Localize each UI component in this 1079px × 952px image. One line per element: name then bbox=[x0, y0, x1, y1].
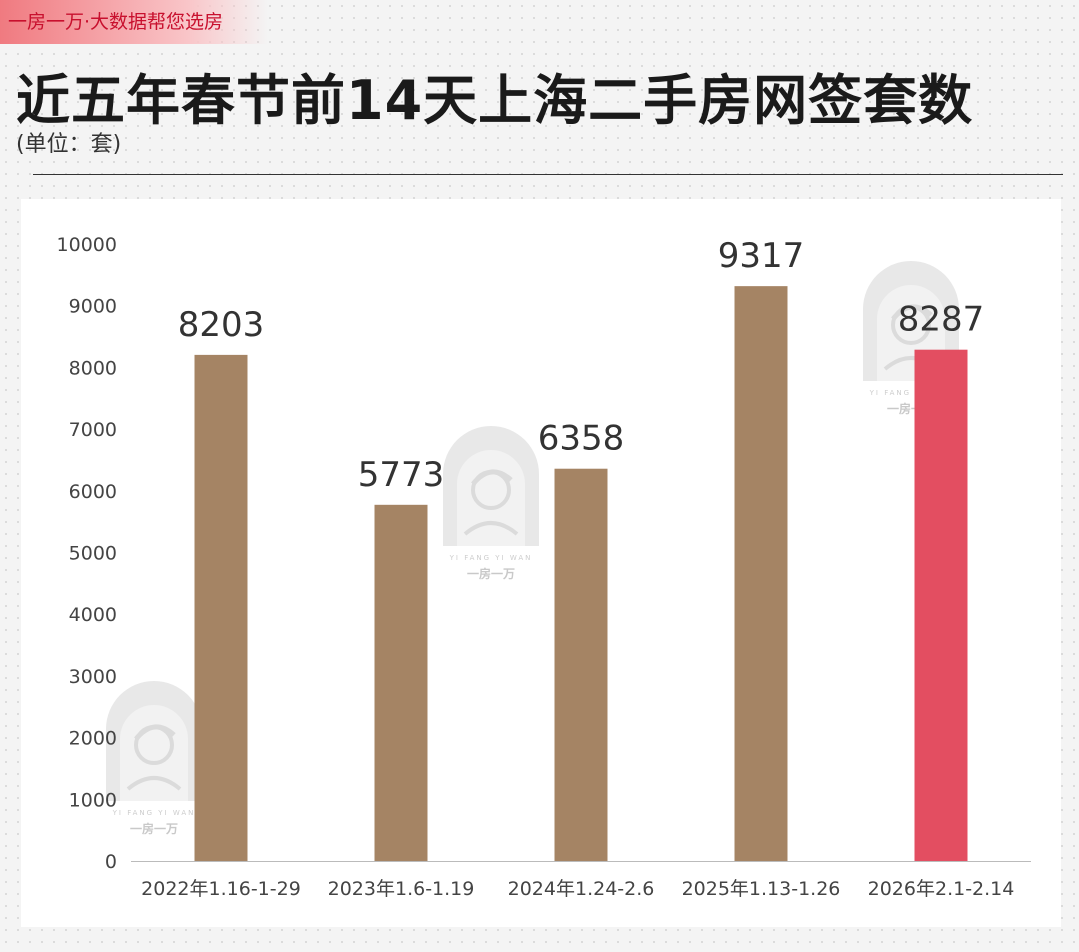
y-tick-label: 4000 bbox=[69, 604, 117, 626]
watermark-logo: YI FANG YI WAN 一房一万 bbox=[443, 426, 539, 581]
watermark-arch-inner bbox=[120, 705, 188, 801]
y-tick-label: 8000 bbox=[69, 357, 117, 379]
data-label: 8287 bbox=[898, 300, 985, 340]
y-tick-label: 3000 bbox=[69, 666, 117, 688]
x-tick-label: 2023年1.6-1.19 bbox=[328, 878, 475, 900]
bar bbox=[194, 354, 248, 861]
data-label: 5773 bbox=[358, 455, 445, 495]
page-title: 近五年春节前14天上海二手房网签套数 bbox=[16, 69, 974, 132]
bar bbox=[374, 504, 428, 861]
x-tick-label: 2024年1.24-2.6 bbox=[508, 878, 655, 900]
watermark-text: 一房一万 bbox=[130, 821, 178, 836]
y-tick-label: 10000 bbox=[57, 234, 117, 256]
bar bbox=[734, 286, 788, 861]
y-tick-label: 1000 bbox=[69, 789, 117, 811]
watermark-small-text: YI FANG YI WAN bbox=[449, 554, 533, 562]
bar bbox=[554, 468, 608, 861]
bar bbox=[914, 349, 968, 861]
data-label: 9317 bbox=[718, 236, 805, 276]
watermark-text: 一房一万 bbox=[467, 566, 515, 581]
watermark-small-text: YI FANG YI WAN bbox=[112, 809, 196, 817]
y-tick-label: 0 bbox=[105, 851, 117, 873]
watermark-hair bbox=[471, 469, 513, 486]
y-tick-label: 5000 bbox=[69, 543, 117, 565]
watermark-small-text: YI FANG YI WAN bbox=[869, 389, 953, 397]
title-divider bbox=[33, 174, 1063, 175]
watermark-hair bbox=[891, 304, 933, 321]
x-tick-label: 2022年1.16-1-29 bbox=[141, 878, 301, 900]
y-tick-label: 9000 bbox=[69, 296, 117, 318]
data-label: 6358 bbox=[538, 419, 625, 459]
x-tick-label: 2025年1.13-1.26 bbox=[682, 878, 841, 900]
watermark-shoulders bbox=[463, 521, 519, 536]
y-tick-label: 6000 bbox=[69, 481, 117, 503]
brand-tag: 一房一万·大数据帮您选房 bbox=[0, 0, 268, 44]
y-tick-label: 7000 bbox=[69, 419, 117, 441]
watermark-logo: YI FANG YI WAN 一房一万 bbox=[106, 681, 202, 836]
chart-panel: YI FANG YI WAN 一房一万 YI FANG YI WAN 一房一万 YI F… bbox=[21, 199, 1061, 927]
data-label: 8203 bbox=[178, 305, 265, 345]
unit-note: (单位：套) bbox=[16, 132, 122, 157]
x-tick-label: 2026年2.1-2.14 bbox=[868, 878, 1015, 900]
watermark-shoulders bbox=[126, 776, 182, 791]
watermark-arch-inner bbox=[457, 450, 525, 546]
watermark-hair bbox=[134, 724, 176, 741]
y-tick-label: 2000 bbox=[69, 728, 117, 750]
